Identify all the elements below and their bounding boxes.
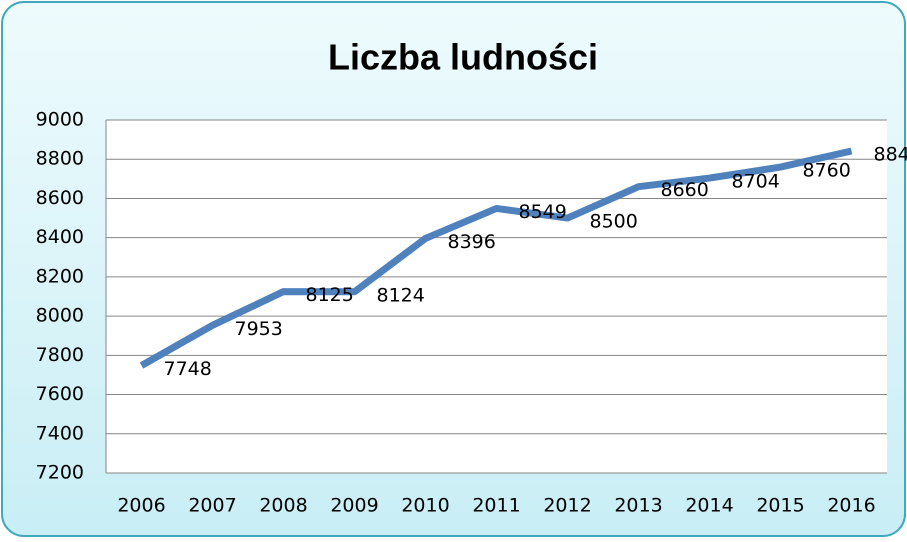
data-label: 8396 [448, 231, 496, 253]
x-tick-label: 2011 [472, 495, 520, 517]
data-label: 8124 [377, 284, 425, 306]
y-tick-label: 8400 [36, 226, 84, 248]
y-tick-label: 8600 [36, 187, 84, 209]
data-label: 8704 [732, 171, 780, 193]
y-tick-label: 8200 [36, 265, 84, 287]
chart-title: Liczba ludności [328, 37, 598, 78]
data-label: 8660 [661, 179, 709, 201]
y-tick-label: 9000 [36, 109, 84, 131]
data-label: 8760 [803, 160, 851, 182]
x-tick-label: 2007 [188, 495, 236, 517]
x-tick-label: 2012 [543, 495, 591, 517]
data-label: 8125 [306, 284, 354, 306]
y-tick-label: 7400 [36, 422, 84, 444]
x-tick-label: 2015 [756, 495, 804, 517]
data-label: 7953 [235, 318, 283, 340]
y-tick-label: 8800 [36, 148, 84, 170]
data-label: 8549 [519, 201, 567, 223]
x-tick-label: 2008 [259, 495, 307, 517]
data-label: 8500 [590, 211, 638, 233]
y-tick-label: 7600 [36, 383, 84, 405]
x-tick-label: 2006 [117, 495, 165, 517]
x-tick-label: 2013 [614, 495, 662, 517]
y-tick-label: 7200 [36, 462, 84, 484]
data-label: 8842 [874, 143, 907, 165]
x-tick-label: 2009 [330, 495, 378, 517]
x-tick-label: 2010 [401, 495, 449, 517]
y-tick-label: 7800 [36, 344, 84, 366]
y-tick-label: 8000 [36, 305, 84, 327]
data-label: 7748 [164, 358, 212, 380]
x-tick-label: 2014 [685, 495, 733, 517]
x-tick-label: 2016 [827, 495, 875, 517]
